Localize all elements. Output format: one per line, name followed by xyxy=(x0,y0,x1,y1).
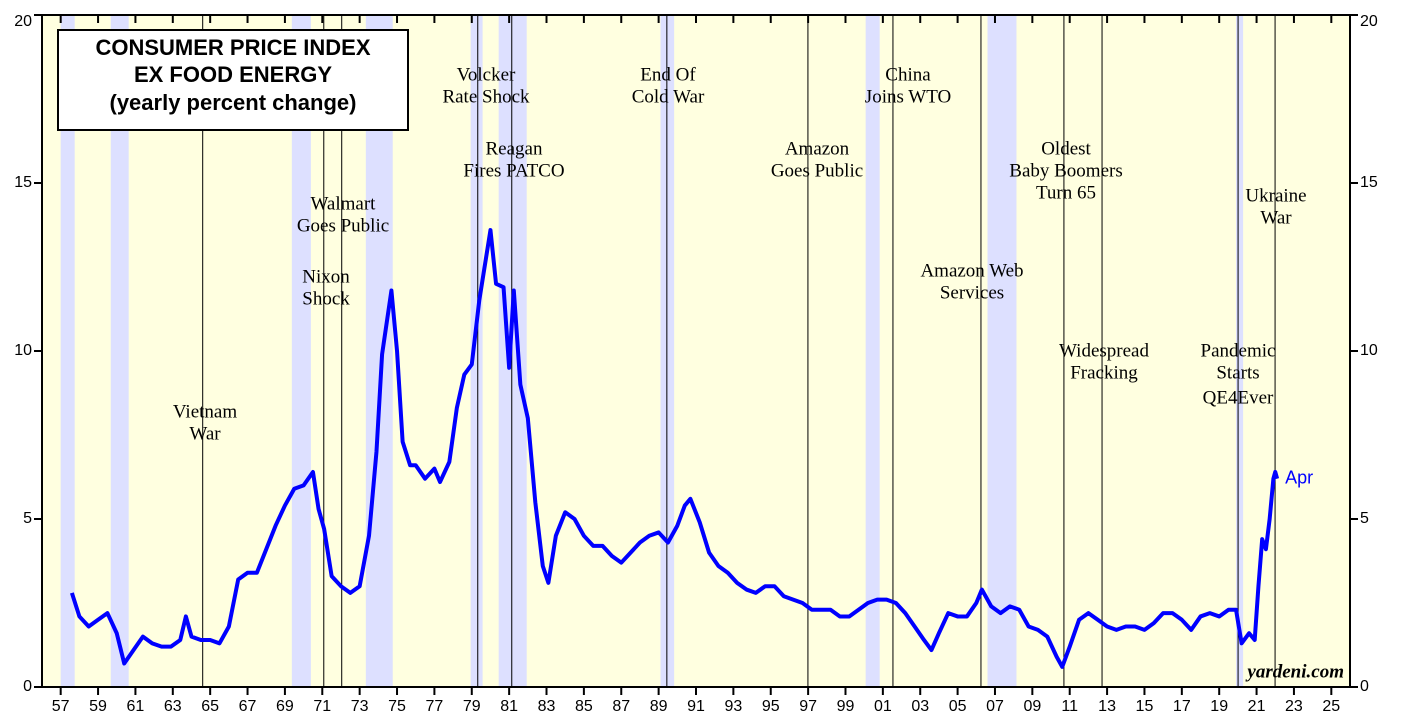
chart-title: (yearly percent change) xyxy=(110,90,357,115)
x-tick-label: 75 xyxy=(388,698,406,715)
x-tick-label: 67 xyxy=(239,698,257,715)
y-tick-label: 10 xyxy=(14,342,32,359)
event-label: Starts xyxy=(1216,362,1259,383)
x-tick-label: 95 xyxy=(762,698,780,715)
x-tick-label: 23 xyxy=(1285,698,1303,715)
x-tick-label: 01 xyxy=(874,698,892,715)
x-tick-label: 87 xyxy=(612,698,630,715)
x-tick-label: 69 xyxy=(276,698,294,715)
event-label: Rate Shock xyxy=(442,86,530,107)
recession-band xyxy=(110,15,129,687)
y-tick-label: 5 xyxy=(23,510,32,527)
y2-tick-label: 10 xyxy=(1360,342,1378,359)
x-tick-label: 11 xyxy=(1061,698,1078,715)
x-tick-label: 71 xyxy=(313,698,331,715)
event-label: China xyxy=(885,64,931,85)
x-tick-label: 77 xyxy=(426,698,444,715)
x-tick-label: 15 xyxy=(1136,698,1154,715)
event-label: Amazon Web xyxy=(920,260,1023,281)
event-label: Oldest xyxy=(1041,138,1091,159)
event-label: End Of xyxy=(640,64,696,85)
event-label: QE4Ever xyxy=(1203,387,1274,408)
event-label: Joins WTO xyxy=(865,86,951,107)
event-label: Widespread xyxy=(1059,340,1149,361)
x-tick-label: 97 xyxy=(799,698,817,715)
data-line xyxy=(69,228,1280,669)
event-label: Shock xyxy=(302,288,350,309)
recession-band xyxy=(1236,15,1244,687)
x-tick-label: 19 xyxy=(1210,698,1228,715)
chart-title: CONSUMER PRICE INDEX xyxy=(95,35,370,60)
event-label: Goes Public xyxy=(771,160,863,181)
event-label: Turn 65 xyxy=(1036,182,1096,203)
y2-tick-label: 5 xyxy=(1360,510,1369,527)
event-label: Amazon xyxy=(785,138,850,159)
event-label: Volcker xyxy=(457,64,516,85)
x-tick-label: 85 xyxy=(575,698,593,715)
recession-band xyxy=(60,15,75,687)
y-tick-label: 20 xyxy=(14,13,32,30)
y2-tick-label: 20 xyxy=(1360,13,1378,30)
recession-band xyxy=(987,15,1017,687)
y-tick-label: 0 xyxy=(23,678,32,695)
recession-band xyxy=(865,15,880,687)
x-tick-label: 83 xyxy=(538,698,556,715)
x-tick-label: 63 xyxy=(164,698,182,715)
x-tick-label: 91 xyxy=(687,698,705,715)
y-tick-label: 15 xyxy=(14,174,32,191)
recession-band xyxy=(498,15,527,687)
event-label: Walmart xyxy=(311,193,377,214)
chart-title: EX FOOD ENERGY xyxy=(134,62,332,87)
x-tick-label: 17 xyxy=(1173,698,1191,715)
x-tick-label: 89 xyxy=(650,698,668,715)
x-tick-label: 05 xyxy=(949,698,967,715)
x-tick-label: 13 xyxy=(1098,698,1116,715)
event-label: War xyxy=(189,423,221,444)
event-label: Pandemic xyxy=(1201,340,1276,361)
x-tick-label: 65 xyxy=(201,698,219,715)
x-tick-label: 59 xyxy=(89,698,107,715)
event-label: Fires PATCO xyxy=(463,160,564,181)
x-tick-label: 25 xyxy=(1322,698,1340,715)
recession-band xyxy=(291,15,311,687)
event-label: Cold War xyxy=(632,86,705,107)
x-tick-label: 03 xyxy=(911,698,929,715)
x-tick-label: 09 xyxy=(1023,698,1041,715)
y2-tick-label: 15 xyxy=(1360,174,1378,191)
event-label: Goes Public xyxy=(297,215,389,236)
end-label: Apr xyxy=(1285,467,1313,487)
x-tick-label: 57 xyxy=(52,698,70,715)
event-label: Ukraine xyxy=(1245,185,1306,206)
x-tick-label: 79 xyxy=(463,698,481,715)
x-tick-label: 21 xyxy=(1248,698,1266,715)
x-tick-label: 93 xyxy=(724,698,742,715)
event-label: Nixon xyxy=(302,266,350,287)
event-label: Reagan xyxy=(486,138,543,159)
source: yardeni.com xyxy=(1245,661,1344,682)
x-tick-label: 99 xyxy=(837,698,855,715)
x-tick-label: 81 xyxy=(500,698,518,715)
event-label: Fracking xyxy=(1070,362,1138,383)
x-tick-label: 73 xyxy=(351,698,369,715)
y2-tick-label: 0 xyxy=(1360,678,1369,695)
event-label: Baby Boomers xyxy=(1009,160,1122,181)
recession-band xyxy=(470,15,483,687)
event-label: Vietnam xyxy=(173,401,238,422)
title-box xyxy=(57,29,409,131)
event-label: War xyxy=(1260,207,1292,228)
x-tick-label: 07 xyxy=(986,698,1004,715)
event-label: Services xyxy=(940,282,1004,303)
x-tick-label: 61 xyxy=(127,698,145,715)
